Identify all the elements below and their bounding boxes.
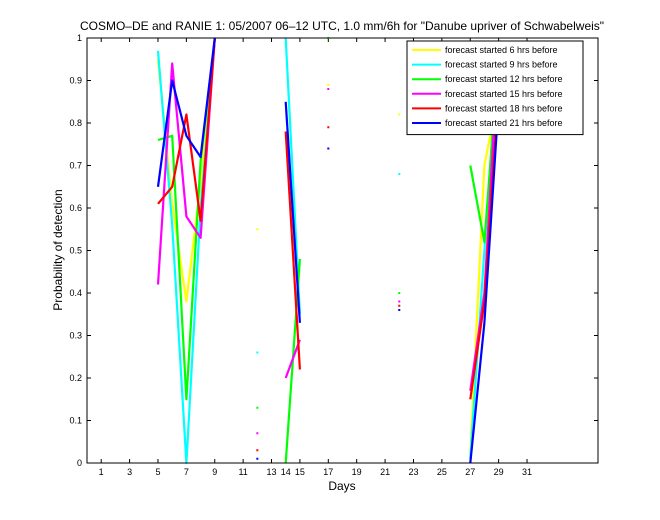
x-tick-label: 31: [522, 467, 532, 477]
data-point: [398, 300, 401, 303]
y-tick-label: 0.6: [69, 203, 82, 213]
series-line: [284, 101, 301, 323]
y-tick-label: 0.1: [69, 416, 82, 426]
data-point: [327, 147, 330, 150]
data-point: [327, 83, 330, 86]
y-tick-label: 0.3: [69, 331, 82, 341]
x-tick-label: 17: [323, 467, 333, 477]
x-tick-label: 19: [352, 467, 362, 477]
data-point: [398, 113, 401, 116]
series-6: [156, 37, 500, 464]
y-tick-label: 1: [77, 33, 82, 43]
legend-item: forecast started 9 hrs before: [412, 60, 558, 70]
legend-label: forecast started 6 hrs before: [445, 45, 558, 55]
x-tick-label: 14: [281, 467, 291, 477]
legend: forecast started 6 hrs before forecast st…: [406, 40, 584, 136]
series-line: [157, 37, 216, 222]
data-point: [327, 126, 330, 129]
x-axis-label: Days: [328, 479, 355, 493]
series-line: [157, 37, 216, 401]
y-tick-label: 0.5: [69, 246, 82, 256]
series-line: [469, 101, 500, 464]
x-tick-label: 11: [238, 467, 247, 477]
x-tick-label: 15: [295, 467, 305, 477]
legend-item: forecast started 6 hrs before: [412, 45, 558, 55]
legend-box: [406, 40, 584, 136]
x-tick-label: 7: [184, 467, 189, 477]
x-tick-label: 29: [494, 467, 504, 477]
data-point: [256, 228, 259, 231]
data-point: [398, 309, 401, 311]
series-line: [284, 37, 301, 315]
axes-ticks: [87, 37, 598, 464]
y-axis-label: Probability of detection: [51, 189, 65, 310]
y-tick-label: 0.9: [69, 76, 82, 86]
y-tick-label: 0: [77, 458, 82, 468]
y-tick-label: 0.7: [69, 161, 82, 171]
x-tick-label: 3: [127, 467, 132, 477]
x-tick-label: 1: [99, 467, 104, 477]
series-line: [156, 37, 216, 187]
x-tick-label: 27: [465, 467, 475, 477]
y-tick-label: 0.4: [69, 288, 82, 298]
legend-item: forecast started 15 hrs before: [412, 89, 563, 99]
y-tick-label: 0.2: [69, 373, 82, 383]
legend-item: forecast started 12 hrs before: [412, 74, 563, 84]
series-line: [284, 131, 301, 370]
data-point: [256, 449, 259, 452]
x-tick-label: 25: [437, 467, 447, 477]
data-point: [256, 351, 259, 354]
legend-item: forecast started 21 hrs before: [412, 118, 563, 128]
data-point: [398, 304, 401, 307]
y-tick-label: 0.8: [69, 118, 82, 128]
legend-label: forecast started 9 hrs before: [445, 60, 558, 70]
legend-label: forecast started 15 hrs before: [445, 89, 563, 99]
x-tick-label: 23: [408, 467, 418, 477]
legend-label: forecast started 21 hrs before: [445, 118, 563, 128]
plot-frame: [86, 37, 599, 464]
data-point: [398, 173, 401, 175]
x-tick-label: 13: [267, 467, 277, 477]
x-tick-label: 5: [155, 467, 160, 477]
data-point: [256, 457, 259, 460]
data-point: [256, 432, 259, 435]
data-point: [256, 406, 259, 409]
legend-label: forecast started 18 hrs before: [445, 103, 563, 113]
chart-title: COSMO–DE and RANIE 1: 05/2007 06–12 UTC,…: [80, 19, 604, 33]
x-tick-label: 21: [380, 467, 390, 477]
x-tick-label: 9: [212, 467, 217, 477]
legend-item: forecast started 18 hrs before: [412, 103, 563, 113]
legend-label: forecast started 12 hrs before: [445, 74, 563, 84]
tick-labels: 1 3 5 7 9 11 13 14 15 17 19 21 23 25 27 29 3100.10.20.30…: [69, 33, 532, 477]
data-point: [327, 88, 330, 90]
data-point: [398, 292, 401, 294]
